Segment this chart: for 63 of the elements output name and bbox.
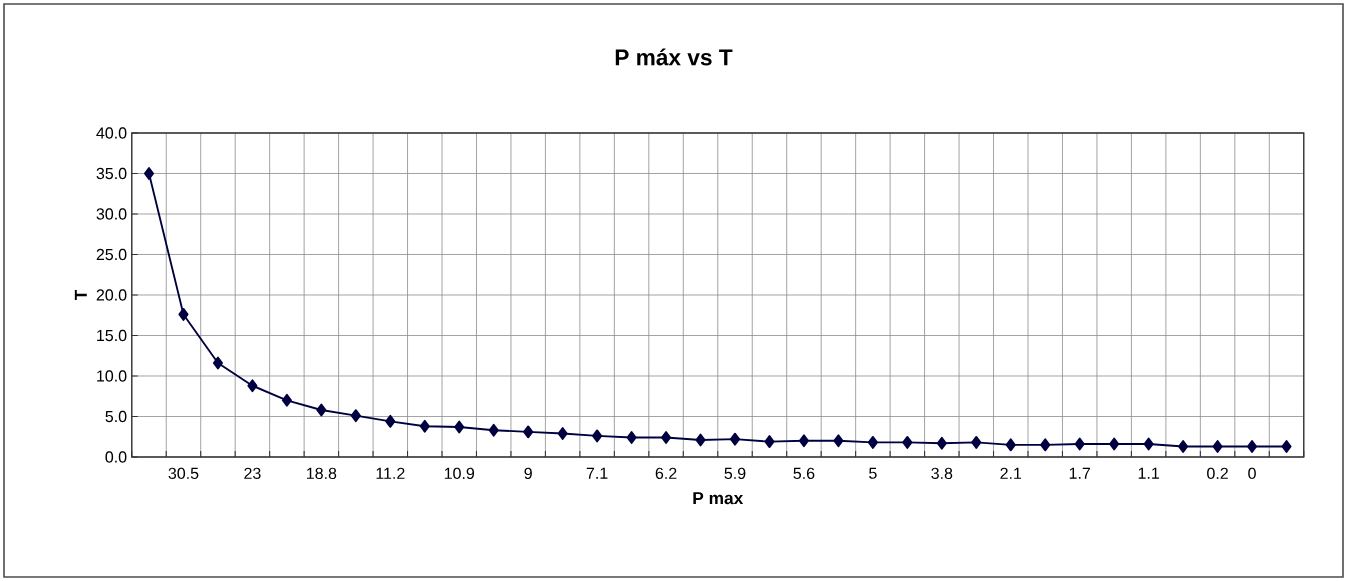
- y-tick-label: 5.0: [105, 410, 127, 423]
- x-tick-label: 18.8: [307, 467, 337, 480]
- point: [1281, 440, 1292, 453]
- point: [281, 393, 292, 407]
- point: [833, 434, 844, 448]
- point: [247, 379, 258, 393]
- point: [695, 433, 706, 447]
- y-axis-title: T: [74, 289, 87, 301]
- point: [212, 356, 224, 370]
- x-tick-label: 1.1: [1138, 467, 1159, 479]
- point: [936, 436, 947, 450]
- point: [867, 435, 878, 449]
- point: [178, 307, 189, 321]
- point: [661, 431, 672, 444]
- point: [350, 409, 361, 423]
- point: [557, 427, 568, 440]
- x-tick-label: 2.1: [1000, 467, 1022, 479]
- point: [419, 419, 430, 433]
- point: [1109, 437, 1120, 451]
- y-tick-label: 40.0: [96, 127, 127, 139]
- y-tick-label: 20.0: [96, 289, 127, 301]
- x-tick-label: 11.2: [376, 467, 405, 479]
- point: [729, 432, 741, 446]
- point: [1212, 440, 1223, 453]
- x-axis-title: P max: [693, 492, 744, 505]
- point: [1074, 437, 1085, 451]
- chart-title: P máx vs T: [615, 48, 733, 66]
- x-tick-label: 0: [1248, 467, 1256, 480]
- point: [316, 403, 327, 417]
- point: [626, 431, 637, 444]
- x-tick-label: 23: [244, 467, 261, 480]
- x-tick-label: 9: [524, 467, 532, 480]
- y-tick-label: 15.0: [97, 329, 127, 342]
- x-tick-label: 5: [869, 467, 877, 479]
- point: [454, 420, 465, 434]
- x-tick-label: 30.5: [168, 467, 199, 480]
- x-tick-label: 1.7: [1069, 467, 1091, 479]
- y-tick-label: 35.0: [96, 167, 127, 180]
- x-tick-label: 5.6: [793, 467, 815, 480]
- point: [971, 435, 982, 449]
- point: [143, 167, 155, 180]
- point: [523, 425, 534, 439]
- point: [1005, 438, 1016, 452]
- x-tick-label: 6.2: [655, 467, 677, 480]
- point: [1246, 440, 1258, 453]
- x-tick-label: 7.1: [586, 467, 608, 479]
- y-tick-label: 0.0: [105, 451, 127, 463]
- x-tick-label: 10.9: [444, 467, 475, 480]
- point: [1143, 437, 1154, 451]
- point: [902, 435, 913, 449]
- point: [764, 435, 775, 449]
- point: [798, 434, 809, 448]
- y-tick-label: 30.0: [96, 208, 127, 220]
- point: [385, 414, 396, 428]
- x-tick-label: 3.8: [931, 467, 953, 480]
- point: [1040, 438, 1051, 452]
- point: [1178, 440, 1189, 453]
- y-tick-label: 10.0: [97, 370, 127, 382]
- x-tick-label: 0.2: [1207, 467, 1228, 480]
- point: [592, 429, 603, 443]
- point: [488, 423, 499, 437]
- x-tick-label: 5.9: [724, 467, 746, 480]
- y-tick-label: 25.0: [96, 248, 127, 261]
